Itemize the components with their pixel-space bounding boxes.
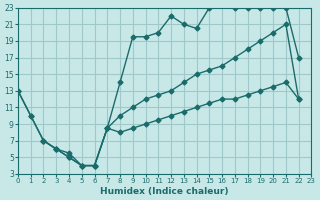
X-axis label: Humidex (Indice chaleur): Humidex (Indice chaleur): [100, 187, 229, 196]
